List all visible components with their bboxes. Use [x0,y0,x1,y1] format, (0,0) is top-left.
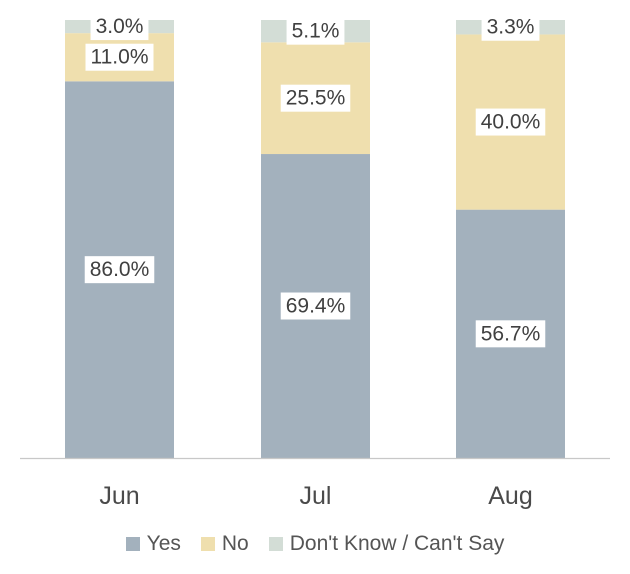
svg-text:25.5%: 25.5% [286,87,346,110]
data-label-no-jul: 25.5% [280,84,351,112]
x-tick-label-aug: Aug [488,482,532,510]
legend-label-no: No [221,532,249,555]
data-label-yes-jun: 86.0% [84,256,155,284]
data-label-don-t-know-can-t-say-jun: 3.0% [90,13,149,41]
data-label-no-jun: 11.0% [85,43,154,71]
legend-label-yes: Yes [146,532,181,555]
x-tick-label-jul: Jul [300,482,332,510]
svg-text:3.3%: 3.3% [487,16,535,39]
svg-text:40.0%: 40.0% [481,111,541,134]
data-label-no-aug: 40.0% [475,108,546,136]
svg-text:3.0%: 3.0% [96,15,144,38]
svg-text:86.0%: 86.0% [90,258,150,281]
data-label-yes-jul: 69.4% [280,292,351,320]
data-label-don-t-know-can-t-say-aug: 3.3% [481,13,540,41]
svg-text:69.4%: 69.4% [286,295,346,318]
legend-item-no: No [200,532,249,556]
legend-item-dont-know: Don't Know / Can't Say [268,532,505,556]
legend-swatch-yes [125,537,140,551]
svg-text:11.0%: 11.0% [91,46,149,69]
x-tick-label-jun: Jun [99,482,139,510]
svg-text:5.1%: 5.1% [292,20,340,43]
svg-text:56.7%: 56.7% [481,322,541,345]
legend: Yes No Don't Know / Can't Say [0,530,630,558]
data-label-yes-aug: 56.7% [475,320,546,348]
legend-swatch-no [200,537,215,551]
legend-label-dont-know: Don't Know / Can't Say [289,532,505,555]
data-label-don-t-know-can-t-say-jul: 5.1% [286,17,345,45]
legend-item-yes: Yes [125,532,181,556]
legend-swatch-dont-know [268,537,283,551]
